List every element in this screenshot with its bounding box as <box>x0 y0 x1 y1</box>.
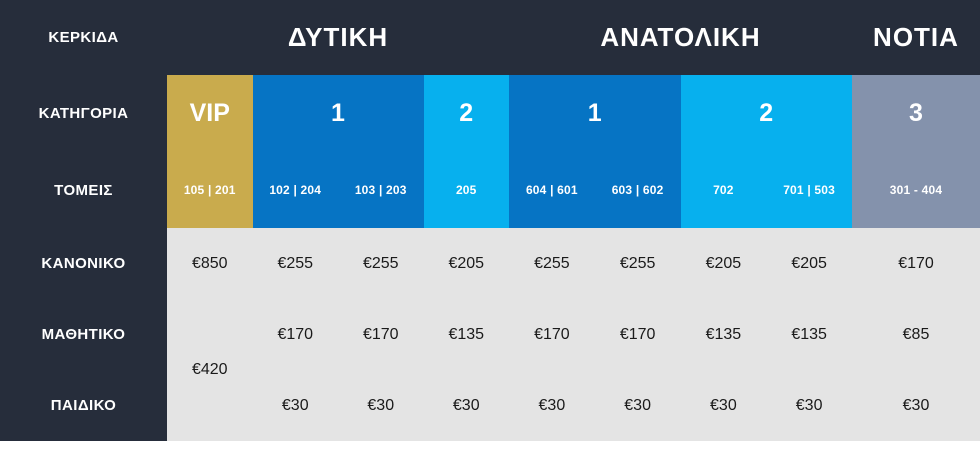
price-cell-student-west-102-204: €170 <box>252 299 338 370</box>
price-cell-regular-west-205: €205 <box>423 228 509 299</box>
category-cell-south-3: 3 <box>852 75 980 152</box>
table-row-categories: ΚΑΤΗΓΟΡΙΑ VIP 1 2 1 2 3 <box>0 75 980 152</box>
sector-cell-east-702: 702 <box>680 152 767 228</box>
table-row-stands: ΚΕΡΚΙΔΑ ΔΥΤΙΚΗ ΑΝΑΤΟΛΙΚΗ ΝΟΤΙΑ <box>0 0 980 75</box>
price-cell-regular-east-701-503: €205 <box>766 228 852 299</box>
price-cell-student-east-701-503: €135 <box>766 299 852 370</box>
sector-cell-east-603-602: 603 | 602 <box>594 152 681 228</box>
price-cell-regular-west-103-203: €255 <box>338 228 424 299</box>
row-label-stand: ΚΕΡΚΙΔΑ <box>0 0 167 75</box>
price-cell-child-east-701-503: €30 <box>766 370 852 441</box>
sector-cell-south-301-404: 301 - 404 <box>852 152 980 228</box>
price-cell-child-west-103-203: €30 <box>338 370 424 441</box>
category-cell-east-1: 1 <box>509 75 681 152</box>
price-cell-child-west-205: €30 <box>423 370 509 441</box>
price-cell-child-east-702: €30 <box>680 370 767 441</box>
price-cell-student-west-205: €135 <box>423 299 509 370</box>
sector-cell-vip: 105 | 201 <box>167 152 253 228</box>
category-cell-vip: VIP <box>167 75 253 152</box>
row-label-category: ΚΑΤΗΓΟΡΙΑ <box>0 75 167 152</box>
sector-cell-west-102-204: 102 | 204 <box>252 152 338 228</box>
sector-cell-east-701-503: 701 | 503 <box>766 152 852 228</box>
price-cell-regular-east-604-601: €255 <box>509 228 595 299</box>
price-cell-child-east-604-601: €30 <box>509 370 595 441</box>
category-cell-east-2: 2 <box>680 75 852 152</box>
sector-cell-west-205: 205 <box>423 152 509 228</box>
price-cell-student-east-702: €135 <box>680 299 767 370</box>
category-cell-west-1: 1 <box>252 75 424 152</box>
price-cell-regular-west-102-204: €255 <box>252 228 338 299</box>
stand-header-south: ΝΟΤΙΑ <box>852 0 980 75</box>
table-row-regular-price: ΚΑΝΟΝΙΚΟ €850 €255 €255 €205 €255 €255 €… <box>0 228 980 299</box>
table-row-child-price: ΠΑΙΔΙΚΟ €30 €30 €30 €30 €30 €30 €30 €30 <box>0 370 980 441</box>
price-cell-regular-east-702: €205 <box>680 228 767 299</box>
sector-cell-west-103-203: 103 | 203 <box>338 152 424 228</box>
sector-cell-east-604-601: 604 | 601 <box>509 152 595 228</box>
price-cell-regular-vip: €850 <box>167 228 253 299</box>
price-cell-regular-south-301-404: €170 <box>852 228 980 299</box>
row-label-student: ΜΑΘΗΤΙΚΟ <box>0 299 167 370</box>
stand-header-east: ΑΝΑΤΟΛΙΚΗ <box>509 0 852 75</box>
price-cell-child-west-102-204: €30 <box>252 370 338 441</box>
price-cell-vip-reduced: €420 <box>167 299 253 441</box>
category-cell-west-2: 2 <box>423 75 509 152</box>
price-cell-student-east-603-602: €170 <box>594 299 681 370</box>
price-cell-child-east-603-602: €30 <box>594 370 681 441</box>
table-row-student-price: ΜΑΘΗΤΙΚΟ €420 €170 €170 €135 €170 €170 €… <box>0 299 980 441</box>
price-cell-student-south-301-404: €85 <box>852 299 980 370</box>
row-label-sectors: ΤΟΜΕΙΣ <box>0 152 167 228</box>
row-label-regular: ΚΑΝΟΝΙΚΟ <box>0 228 167 299</box>
stand-header-west: ΔΥΤΙΚΗ <box>167 0 509 75</box>
price-cell-regular-east-603-602: €255 <box>594 228 681 299</box>
table-row-sectors: ΤΟΜΕΙΣ 105 | 201 102 | 204 103 | 203 205… <box>0 152 980 228</box>
ticket-pricing-table: ΚΕΡΚΙΔΑ ΔΥΤΙΚΗ ΑΝΑΤΟΛΙΚΗ ΝΟΤΙΑ ΚΑΤΗΓΟΡΙΑ… <box>0 0 980 441</box>
price-cell-student-east-604-601: €170 <box>509 299 595 370</box>
row-label-child: ΠΑΙΔΙΚΟ <box>0 370 167 441</box>
price-cell-student-west-103-203: €170 <box>338 299 424 370</box>
price-cell-child-south-301-404: €30 <box>852 370 980 441</box>
